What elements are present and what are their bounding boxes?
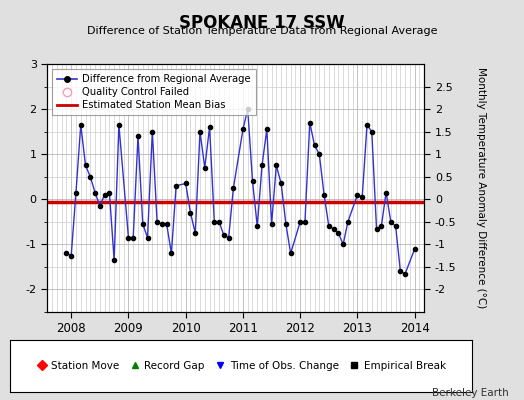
- Text: Difference of Station Temperature Data from Regional Average: Difference of Station Temperature Data f…: [87, 26, 437, 36]
- Y-axis label: Monthly Temperature Anomaly Difference (°C): Monthly Temperature Anomaly Difference (…: [476, 67, 486, 309]
- Legend: Station Move, Record Gap, Time of Obs. Change, Empirical Break: Station Move, Record Gap, Time of Obs. C…: [33, 358, 449, 374]
- Text: Berkeley Earth: Berkeley Earth: [432, 388, 508, 398]
- Legend: Difference from Regional Average, Quality Control Failed, Estimated Station Mean: Difference from Regional Average, Qualit…: [52, 69, 256, 115]
- Text: SPOKANE 17 SSW: SPOKANE 17 SSW: [179, 14, 345, 32]
